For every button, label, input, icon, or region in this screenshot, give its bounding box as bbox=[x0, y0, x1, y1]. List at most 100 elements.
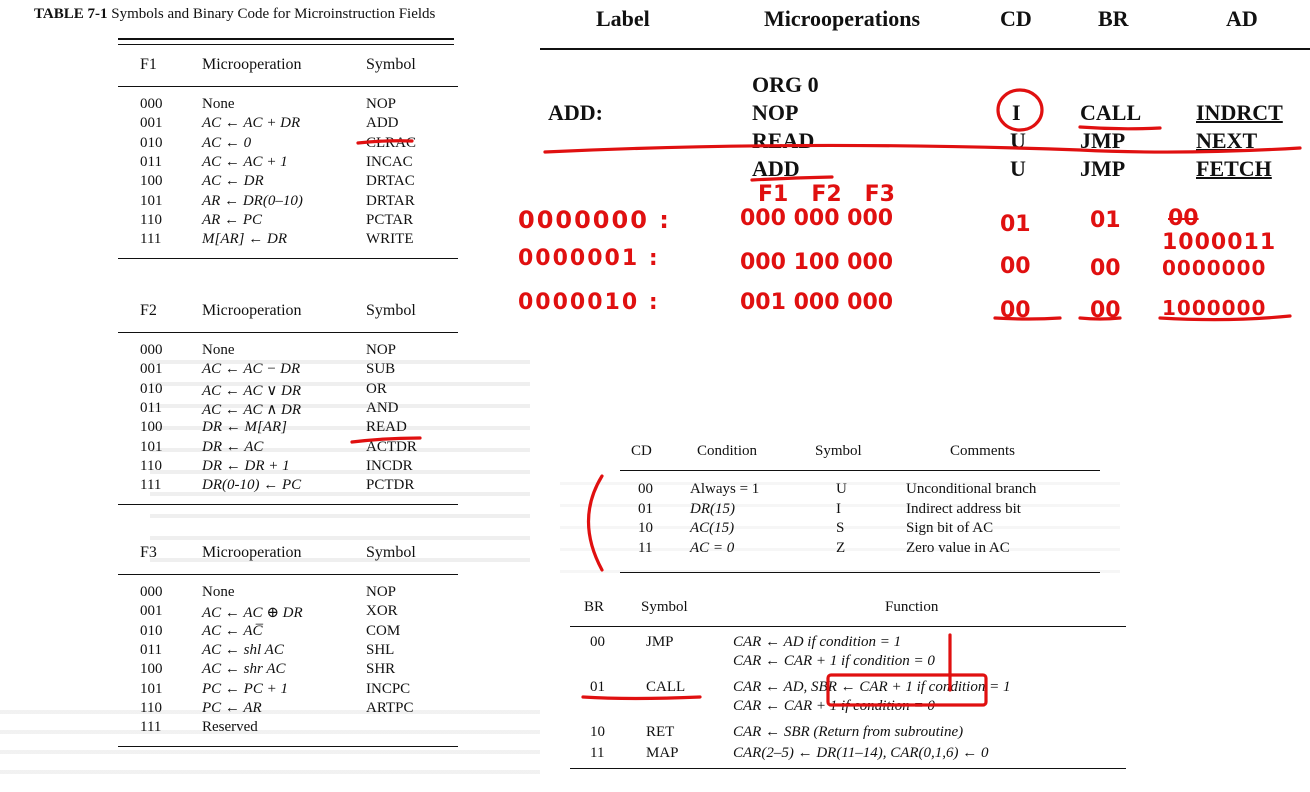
f3-row-microop: Reserved bbox=[202, 719, 258, 736]
f3-row-symbol: SHL bbox=[366, 641, 395, 658]
br-row-symbol: MAP bbox=[646, 745, 679, 761]
handwritten-field-labels: F1 F2 F3 bbox=[758, 182, 895, 207]
f3-row-code: 111 bbox=[140, 719, 162, 736]
cd-row-symbol: I bbox=[836, 500, 841, 517]
program-row-3-op: ADD bbox=[752, 156, 800, 181]
f2-bottom-rule bbox=[118, 504, 458, 505]
program-header-rule bbox=[540, 48, 1310, 50]
program-row-1-op: NOP bbox=[752, 100, 799, 125]
f2-row-microop: AC ← AC − DR bbox=[202, 361, 301, 378]
f1-bottom-rule bbox=[118, 258, 458, 259]
f3-header-microop: Microoperation bbox=[202, 544, 302, 561]
br-header-code: BR bbox=[584, 599, 605, 615]
cd-header-symbol: Symbol bbox=[815, 443, 862, 459]
table-top-rule-thin bbox=[118, 44, 454, 45]
br-row-function: CAR(2–5) ← DR(11–14), CAR(0,1,6) ← 0 bbox=[733, 745, 989, 761]
table-top-rule bbox=[118, 38, 454, 40]
f3-row-code: 110 bbox=[140, 699, 162, 716]
f1-row-symbol: DRTAR bbox=[366, 192, 415, 209]
handwritten-fields-2: 000 100 000 bbox=[740, 250, 894, 275]
program-row-3-br: JMP bbox=[1080, 156, 1126, 181]
f2-row-code: 010 bbox=[140, 380, 163, 397]
f2-row-symbol: SUB bbox=[366, 361, 396, 378]
br-row-function: CAR ← AD, SBR ← CAR + 1 if condition = 1 bbox=[733, 679, 1011, 695]
cd-row-comment: Zero value in AC bbox=[906, 539, 1010, 556]
f2-row-microop: DR ← M[AR] bbox=[202, 419, 287, 436]
cd-row-code: 11 bbox=[638, 539, 653, 556]
underline-call-row bbox=[581, 695, 702, 701]
f2-row-symbol: ACTDR bbox=[366, 438, 417, 455]
f3-row-symbol: INCPC bbox=[366, 680, 411, 697]
f1-header-rule bbox=[118, 86, 458, 87]
f1-row-code: 101 bbox=[140, 192, 163, 209]
bleed-through-text-right bbox=[560, 470, 1120, 590]
f1-row-code: 001 bbox=[140, 115, 163, 132]
cd-row-code: 01 bbox=[638, 500, 653, 517]
handwritten-br-3: 00 bbox=[1090, 298, 1121, 323]
f2-row-microop: AC ← AC ∧ DR bbox=[202, 401, 302, 418]
f1-row-microop: AC ← DR bbox=[202, 173, 264, 190]
program-header-ad: AD bbox=[1226, 6, 1258, 31]
f3-header-rule bbox=[118, 574, 458, 575]
handwritten-br-2: 00 bbox=[1090, 256, 1121, 281]
strike-read-row bbox=[543, 143, 1302, 154]
f3-row-symbol: ARTPC bbox=[366, 699, 414, 716]
program-header-label: Label bbox=[596, 6, 650, 31]
f1-row-code: 110 bbox=[140, 211, 162, 228]
f1-header-microop: Microoperation bbox=[202, 56, 302, 73]
br-row-function: CAR ← CAR + 1 if condition = 0 bbox=[733, 698, 935, 714]
program-row-2-ad: NEXT bbox=[1196, 128, 1258, 153]
f2-row-symbol: READ bbox=[366, 419, 407, 436]
handwritten-address-1: 0000000 : bbox=[518, 206, 671, 234]
f3-row-code: 001 bbox=[140, 603, 163, 620]
program-header-cd: CD bbox=[1000, 6, 1032, 31]
f1-row-code: 010 bbox=[140, 134, 163, 151]
f3-row-symbol: XOR bbox=[366, 603, 398, 620]
bleed-through-text-left bbox=[150, 350, 530, 580]
br-header-symbol: Symbol bbox=[641, 599, 688, 615]
handwritten-br-1: 01 bbox=[1090, 208, 1121, 233]
f3-row-symbol: NOP bbox=[366, 584, 397, 600]
f1-row-microop: AR ← DR(0–10) bbox=[202, 192, 303, 209]
br-row-function: CAR ← SBR (Return from subroutine) bbox=[733, 724, 964, 740]
cd-row-comment: Unconditional branch bbox=[906, 481, 1037, 497]
f2-row-symbol: NOP bbox=[366, 342, 397, 358]
cd-row-symbol: U bbox=[836, 481, 847, 497]
f2-header-rule bbox=[118, 332, 458, 333]
br-row-symbol: JMP bbox=[646, 634, 674, 650]
f3-row-symbol: COM bbox=[366, 622, 401, 639]
handwritten-ad-2: 1000011 bbox=[1162, 230, 1277, 255]
f3-header-symbol: Symbol bbox=[366, 544, 416, 561]
f1-row-microop: AC ← AC + 1 bbox=[202, 153, 288, 170]
f1-row-microop: M[AR] ← DR bbox=[202, 231, 287, 248]
f3-row-microop: AC ← AC ⊕ DR bbox=[202, 605, 303, 622]
cd-row-code: 00 bbox=[638, 481, 653, 497]
f1-row-symbol: WRITE bbox=[366, 231, 414, 248]
f1-header-symbol: Symbol bbox=[366, 56, 416, 73]
br-header-function: Function bbox=[885, 599, 939, 615]
cd-row-condition: AC(15) bbox=[690, 520, 735, 536]
handwritten-ad-3: 0000000 bbox=[1162, 256, 1267, 280]
program-row-2-op: READ bbox=[752, 128, 815, 153]
br-row-code: 00 bbox=[590, 634, 605, 650]
cd-row-symbol: S bbox=[836, 520, 845, 536]
f3-row-microop: None bbox=[202, 584, 235, 600]
cd-row-condition: DR(15) bbox=[690, 500, 735, 517]
f2-header-code: F2 bbox=[140, 302, 157, 319]
f3-row-microop: AC ← shr AC bbox=[202, 661, 286, 678]
cd-row-comment: Sign bit of AC bbox=[906, 520, 994, 536]
f2-row-microop: AC ← AC ∨ DR bbox=[202, 382, 302, 399]
program-header-microops: Microoperations bbox=[764, 6, 921, 31]
cd-header-code: CD bbox=[631, 443, 652, 459]
f1-row-code: 011 bbox=[140, 153, 162, 170]
br-row-function: CAR ← CAR + 1 if condition = 0 bbox=[733, 653, 935, 669]
f1-row-microop: AC ← 0 bbox=[202, 134, 252, 151]
handwritten-ad-1: 00 bbox=[1168, 206, 1199, 231]
f3-row-code: 011 bbox=[140, 641, 162, 658]
f3-row-symbol: SHR bbox=[366, 661, 396, 678]
br-row-code: 10 bbox=[590, 724, 605, 740]
f2-row-symbol: INCDR bbox=[366, 457, 413, 474]
f1-row-code: 100 bbox=[140, 173, 163, 190]
br-bottom-rule bbox=[570, 768, 1126, 769]
cd-row-symbol: Z bbox=[836, 539, 846, 556]
